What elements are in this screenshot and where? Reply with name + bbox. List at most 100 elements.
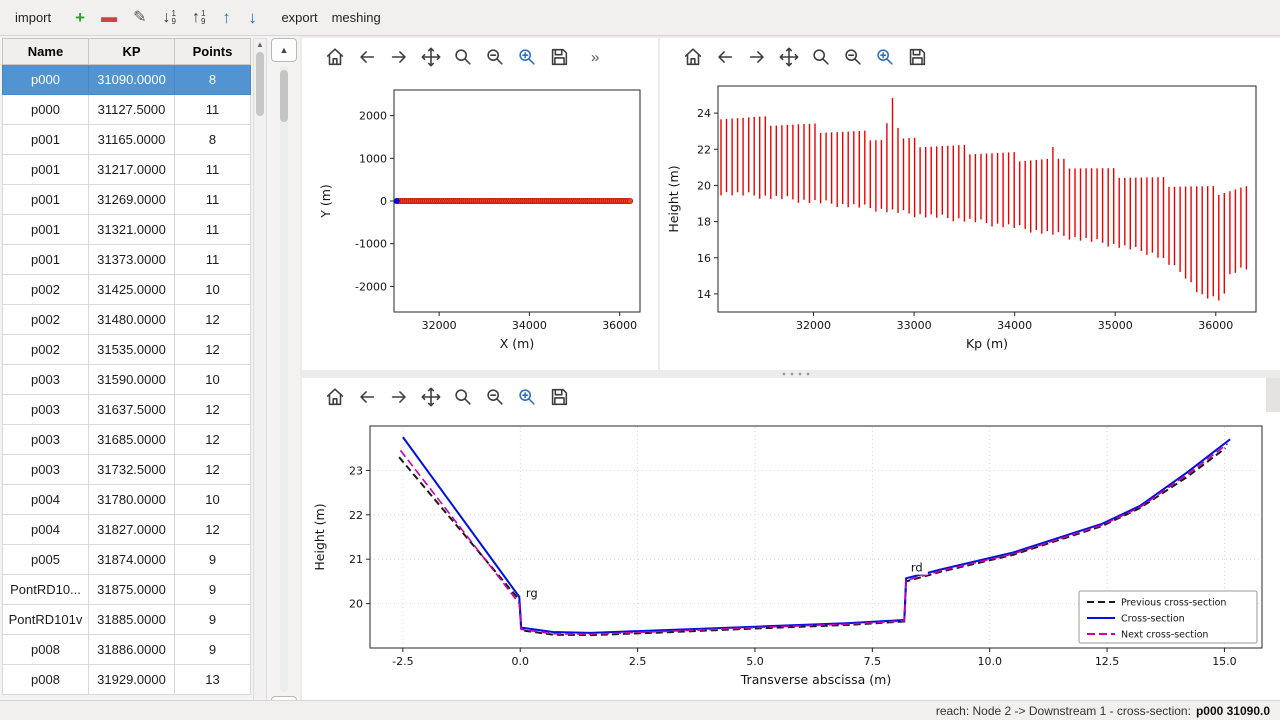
zoom-button[interactable]	[448, 43, 478, 71]
home-button[interactable]	[678, 43, 708, 71]
sort-descending-button[interactable]: ↓ 1 9	[156, 5, 183, 31]
table-row[interactable]: p003 31732.5000 12	[2, 454, 251, 485]
table-scrollbar[interactable]: ▲ ▼	[253, 38, 267, 720]
add-icon: +	[75, 7, 86, 27]
table-header-name[interactable]: Name	[2, 38, 89, 65]
import-button[interactable]: import	[8, 5, 58, 31]
shift-down-button[interactable]: ↓	[240, 5, 264, 31]
svg-text:-1000: -1000	[355, 238, 387, 251]
zoom-button[interactable]	[448, 383, 478, 411]
svg-text:16: 16	[697, 252, 711, 265]
table-cell: 8	[174, 124, 251, 155]
back-button[interactable]	[710, 43, 740, 71]
pan-icon	[779, 47, 799, 67]
table-header-points[interactable]: Points	[174, 38, 251, 65]
sort-ascending-button[interactable]: ↑ 1 9	[185, 5, 212, 31]
shift-up-button[interactable]: ↑	[214, 5, 238, 31]
back-button[interactable]	[352, 383, 382, 411]
svg-text:1000: 1000	[359, 152, 387, 165]
table-cell: 31090.0000	[88, 64, 175, 95]
table-cell: 10	[174, 274, 251, 305]
forward-button[interactable]	[384, 43, 414, 71]
svg-text:rd: rd	[911, 561, 923, 575]
horizontal-splitter[interactable]	[302, 370, 1280, 378]
svg-text:Previous cross-section: Previous cross-section	[1121, 598, 1226, 609]
home-button[interactable]	[320, 43, 350, 71]
svg-text:21: 21	[349, 553, 363, 566]
pan-button[interactable]	[774, 43, 804, 71]
table-cell: 10	[174, 364, 251, 395]
back-button[interactable]	[352, 43, 382, 71]
zoom-in-icon	[877, 49, 893, 65]
table-header-kp[interactable]: KP	[88, 38, 175, 65]
table-scroll-thumb[interactable]	[256, 52, 264, 116]
edit-button[interactable]: ✎	[126, 5, 153, 31]
save-button[interactable]	[902, 43, 932, 71]
table-row[interactable]: p001 31373.0000 11	[2, 244, 251, 275]
add-cross-section-button[interactable]: +	[68, 5, 92, 31]
table-row[interactable]: p000 31090.0000 8	[2, 64, 251, 95]
table-row[interactable]: p001 31321.0000 11	[2, 214, 251, 245]
pan-button[interactable]	[416, 43, 446, 71]
table-cell: 31929.0000	[88, 664, 175, 695]
zoom-out-button[interactable]	[480, 43, 510, 71]
table-cell: 31875.0000	[88, 574, 175, 605]
cross-section-pane: -2.5 0.0 2.5 5.0 7.5 10.0 12.5 15.0 20 21 22 23 Tran…	[302, 378, 1280, 700]
table-row[interactable]: p002 31535.0000 12	[2, 334, 251, 365]
table-row[interactable]: PontRD101v 31885.0000 9	[2, 604, 251, 635]
panel-scroll-track[interactable]	[280, 66, 288, 692]
zoom-in-button[interactable]	[512, 383, 542, 411]
save-button[interactable]	[544, 43, 574, 71]
svg-text:Transverse abscissa (m): Transverse abscissa (m)	[740, 672, 891, 687]
table-row[interactable]: p003 31637.5000 12	[2, 394, 251, 425]
table-row[interactable]: p002 31425.0000 10	[2, 274, 251, 305]
toolbar-overflow-chevron[interactable]: »	[591, 48, 600, 66]
main-toolbar-icons: + ▬ ✎ ↓ 1 9 ↑ 1 9 ↑ ↓	[68, 5, 264, 31]
pan-button[interactable]	[416, 383, 446, 411]
save-button[interactable]	[544, 383, 574, 411]
table-cell: p003	[2, 454, 89, 485]
table-row[interactable]: p003 31685.0000 12	[2, 424, 251, 455]
arrow-down-icon: ↓	[248, 7, 257, 27]
meshing-button[interactable]: meshing	[325, 5, 388, 31]
xy-plan-plot[interactable]: 32000 34000 36000 -2000 -1000 0 1000 2000 X (m) Y…	[302, 74, 654, 368]
zoom-out-button[interactable]	[838, 43, 868, 71]
table-cell: 9	[174, 544, 251, 575]
svg-text:-2.5: -2.5	[392, 655, 413, 668]
table-row[interactable]: PontRD10... 31875.0000 9	[2, 574, 251, 605]
table-row[interactable]: p004 31827.0000 12	[2, 514, 251, 545]
forward-button[interactable]	[384, 383, 414, 411]
table-cell: 11	[174, 214, 251, 245]
zoom-out-button[interactable]	[480, 383, 510, 411]
svg-text:36000: 36000	[1198, 319, 1233, 332]
table-cell: 31637.5000	[88, 394, 175, 425]
kp-height-profile-plot[interactable]: 32000 33000 34000 35000 36000 14 16 18 20 22 24 Kp …	[660, 74, 1272, 368]
export-button[interactable]: export	[274, 5, 324, 31]
table-row[interactable]: p005 31874.0000 9	[2, 544, 251, 575]
svg-text:22: 22	[697, 143, 711, 156]
table-row[interactable]: p004 31780.0000 10	[2, 484, 251, 515]
table-scroll-up-icon[interactable]: ▲	[256, 40, 264, 49]
remove-cross-section-button[interactable]: ▬	[94, 5, 124, 31]
table-row[interactable]: p003 31590.0000 10	[2, 364, 251, 395]
panel-scroll-thumb[interactable]	[280, 70, 288, 122]
home-icon	[684, 48, 702, 66]
forward-button[interactable]	[742, 43, 772, 71]
table-row[interactable]: p001 31217.0000 11	[2, 154, 251, 185]
splitter-handle[interactable]	[780, 372, 810, 376]
zoom-button[interactable]	[806, 43, 836, 71]
zoom-in-button[interactable]	[512, 43, 542, 71]
table-cell: 31165.0000	[88, 124, 175, 155]
zoom-in-button[interactable]	[870, 43, 900, 71]
table-row[interactable]: p001 31269.0000 11	[2, 184, 251, 215]
table-row[interactable]: p008 31929.0000 13	[2, 664, 251, 695]
table-row[interactable]: p008 31886.0000 9	[2, 634, 251, 665]
panel-scroll-up-button[interactable]: ▲	[271, 38, 297, 62]
svg-text:35000: 35000	[1098, 319, 1133, 332]
panel-scrollbar[interactable]: ▲ ▼	[271, 38, 299, 720]
cross-section-plot[interactable]: -2.5 0.0 2.5 5.0 7.5 10.0 12.5 15.0 20 21 22 23 Tran…	[302, 414, 1274, 700]
home-button[interactable]	[320, 383, 350, 411]
table-row[interactable]: p000 31127.5000 11	[2, 94, 251, 125]
table-row[interactable]: p002 31480.0000 12	[2, 304, 251, 335]
table-row[interactable]: p001 31165.0000 8	[2, 124, 251, 155]
